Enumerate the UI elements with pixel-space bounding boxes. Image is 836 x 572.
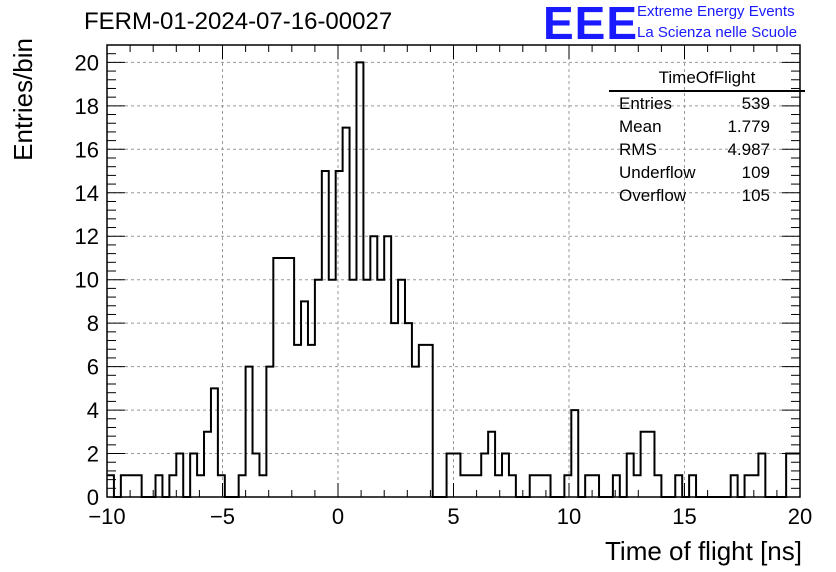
x-tick-label: −5 [210,504,235,529]
stats-value: 1.779 [727,117,770,136]
x-axis-title: Time of flight [ns] [605,536,802,566]
stats-row-underflow: Underflow 109 [609,161,805,184]
y-tick-label: 16 [75,137,99,162]
stats-key: Overflow [619,186,687,205]
stats-value: 105 [741,186,770,205]
y-tick-label: 10 [75,268,99,293]
eee-logo: EEE [543,0,639,49]
y-tick-label: 12 [75,224,99,249]
stats-row-overflow: Overflow 105 [609,184,805,207]
x-tick-label: 10 [557,504,581,529]
y-tick-label: 6 [87,355,99,380]
x-tick-labels: −10 −5 0 5 10 15 20 [88,504,812,529]
y-tick-labels: 0 2 4 6 8 10 12 14 16 18 20 [75,50,99,510]
stats-box-title: TimeOfFlight [609,68,805,92]
x-tick-label: 5 [447,504,459,529]
grid-lines [107,45,800,497]
y-tick-label: 8 [87,311,99,336]
stats-value: 539 [741,94,770,113]
stats-row-mean: Mean 1.779 [609,115,805,138]
logo-caption-line2: La Scienza nelle Scuole [637,24,798,41]
y-tick-label: 4 [87,398,99,423]
stats-value: 109 [741,163,770,182]
stats-row-entries: Entries 539 [609,92,805,115]
y-tick-label: 20 [75,50,99,75]
y-tick-label: 0 [87,485,99,510]
stats-key: Underflow [619,163,696,182]
y-axis-title: Entries/bin [8,38,38,161]
logo-caption-line1: Extreme Energy Events [637,3,795,20]
stats-key: RMS [619,140,657,159]
stats-box: TimeOfFlight Entries 539 Mean 1.779 RMS … [609,68,805,207]
axis-ticks [106,44,801,498]
y-tick-label: 18 [75,94,99,119]
x-tick-label: −10 [88,504,125,529]
x-tick-label: 15 [672,504,696,529]
y-tick-label: 2 [87,442,99,467]
x-tick-label: 0 [332,504,344,529]
stats-key: Mean [619,117,662,136]
stats-row-rms: RMS 4.987 [609,138,805,161]
stats-value: 4.987 [727,140,770,159]
stats-key: Entries [619,94,672,113]
x-tick-label: 20 [788,504,812,529]
y-tick-label: 14 [75,181,99,206]
run-title: FERM-01-2024-07-16-00027 [84,8,393,35]
